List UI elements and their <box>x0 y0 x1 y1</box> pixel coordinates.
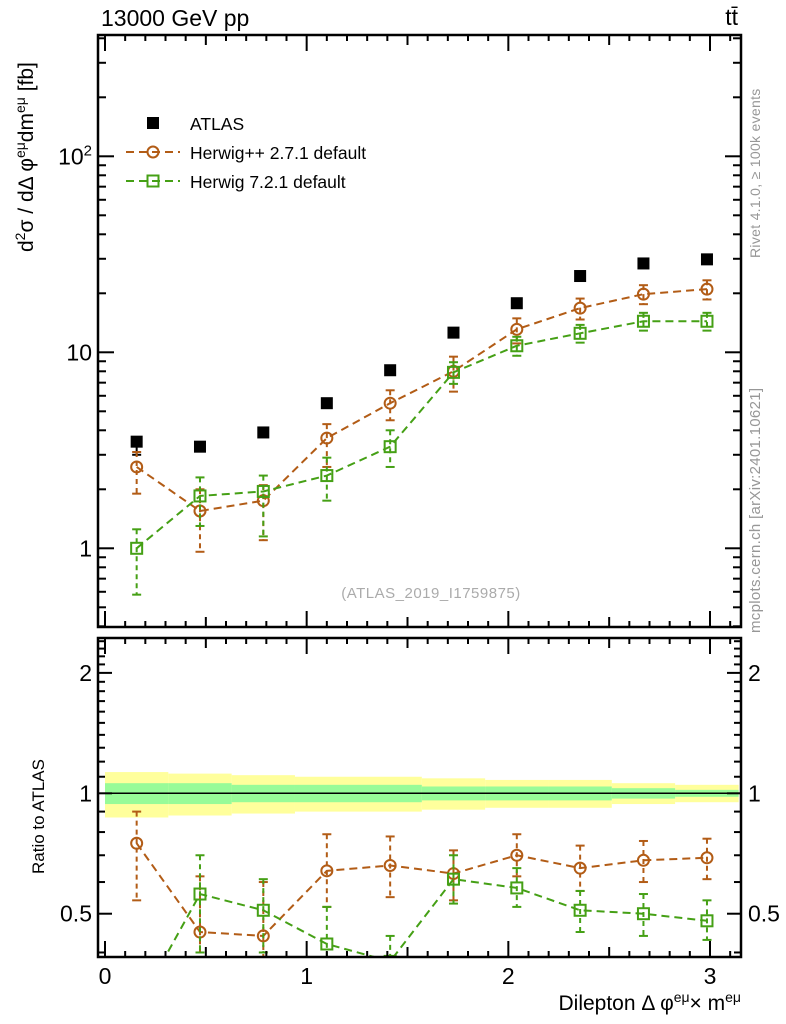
data-point-marker <box>510 297 523 310</box>
data-point-marker <box>637 257 650 270</box>
data-point-marker <box>130 541 144 555</box>
x-axis-tick-label: 3 <box>704 963 717 989</box>
series-Herwig 7.2.1 default-ratio <box>131 854 714 1014</box>
data-point-marker <box>510 339 524 353</box>
y-axis-tick-label: 102 <box>58 142 92 169</box>
tick-labels: 102 10 1 2 2 1 1 0.5 0.5 0 1 2 3 d2σ / dΔ φeμdmeμ [fb… <box>12 62 780 1015</box>
data-point-marker <box>573 861 587 875</box>
data-point-marker <box>320 469 334 483</box>
data-point-marker <box>130 460 144 474</box>
data-point-marker <box>636 314 650 328</box>
data-point-marker <box>383 858 397 872</box>
ratio-tick-label-right: 0.5 <box>748 901 780 927</box>
axes <box>96 33 743 959</box>
y-axis-tick-label: 1 <box>79 535 92 561</box>
rivet-version-note: Rivet 4.1.0, ≥ 100k events <box>747 88 763 258</box>
data-point-marker <box>574 270 587 283</box>
series-ATLAS-main <box>130 253 713 456</box>
data-point-marker <box>383 440 397 454</box>
legend-item-label: ATLAS <box>190 114 244 134</box>
ratio-tick-label-left: 1 <box>79 780 92 806</box>
ratio-tick-label-right: 1 <box>748 780 761 806</box>
data-point-marker <box>257 426 270 439</box>
ratio-tick-label-right: 2 <box>748 660 761 686</box>
legend-item-label: Herwig++ 2.7.1 default <box>190 143 366 163</box>
data-point-marker <box>193 440 206 453</box>
process-label: tt̄ <box>725 4 738 30</box>
data-point-marker <box>573 903 587 917</box>
page-title: 13000 GeV pp <box>101 5 250 31</box>
legend: ATLAS Herwig++ 2.7.1 default Herwig 7.2.1 … <box>126 114 366 192</box>
data-point-marker <box>193 489 207 503</box>
data-point-marker <box>700 253 713 266</box>
data-point-marker <box>636 853 650 867</box>
ratio-tick-label-left: 2 <box>79 660 92 686</box>
data-point-marker <box>193 887 207 901</box>
data-point-marker <box>510 322 524 336</box>
data-point-marker <box>636 907 650 921</box>
data-point-marker <box>130 435 143 448</box>
data-point-marker <box>146 174 160 188</box>
data-point-marker <box>636 287 650 301</box>
data-point-marker <box>320 864 334 878</box>
legend-item-Herwig 7.2.1 default: Herwig 7.2.1 default <box>126 172 346 192</box>
data-point-marker <box>447 326 460 339</box>
analysis-watermark: (ATLAS_2019_I1759875) <box>341 585 521 602</box>
legend-item-Herwig++ 2.7.1 default: Herwig++ 2.7.1 default <box>126 143 366 163</box>
legend-item-ATLAS: ATLAS <box>147 114 244 134</box>
y-axis-title: d2σ / dΔ φeμdmeμ [fb] <box>12 62 38 252</box>
legend-item-label: Herwig 7.2.1 default <box>190 172 346 192</box>
data-point-marker <box>446 365 460 379</box>
series-Herwig++ 2.7.1 default-ratio <box>130 810 714 957</box>
data-point-marker <box>446 872 460 886</box>
data-point-marker <box>147 117 159 129</box>
data-point-marker <box>700 851 714 865</box>
series-Herwig 7.2.1 default-main <box>130 311 714 596</box>
series-Herwig++ 2.7.1 default-main <box>130 279 714 553</box>
ratio-uncertainty-bands <box>98 772 741 818</box>
data-point-marker <box>700 314 714 328</box>
x-axis-tick-label: 1 <box>300 963 313 989</box>
data-point-marker <box>256 929 270 943</box>
x-axis-title: Dilepton Δ φeμ× meμ <box>558 989 741 1015</box>
data-point-marker <box>146 145 160 159</box>
main-panel-frame <box>96 33 743 629</box>
data-point-marker <box>256 903 270 917</box>
data-point-marker <box>573 301 587 315</box>
x-axis-tick-label: 0 <box>99 963 112 989</box>
data-point-marker <box>383 396 397 410</box>
data-point-marker <box>130 836 144 850</box>
data-point-marker <box>573 326 587 340</box>
data-point-marker <box>700 914 714 928</box>
ratio-tick-label-left: 0.5 <box>60 901 92 927</box>
y-axis-tick-label: 10 <box>66 339 92 365</box>
data-point-marker <box>131 1003 142 1014</box>
ratio-axis-label: Ratio to ATLAS <box>29 759 48 874</box>
mcplots-reference-note: mcplots.cern.ch [arXiv:2401.10621] <box>747 387 764 633</box>
ratio-panel-frame <box>96 636 743 959</box>
data-point-marker <box>320 397 333 410</box>
data-point-marker <box>320 431 334 445</box>
data-point-marker <box>256 484 270 498</box>
data-point-marker <box>384 364 397 377</box>
x-axis-tick-label: 2 <box>502 963 515 989</box>
data-point-marker <box>320 937 334 951</box>
data-point-marker <box>510 848 524 862</box>
data-point-marker <box>700 282 714 296</box>
data-point-marker <box>510 881 524 895</box>
